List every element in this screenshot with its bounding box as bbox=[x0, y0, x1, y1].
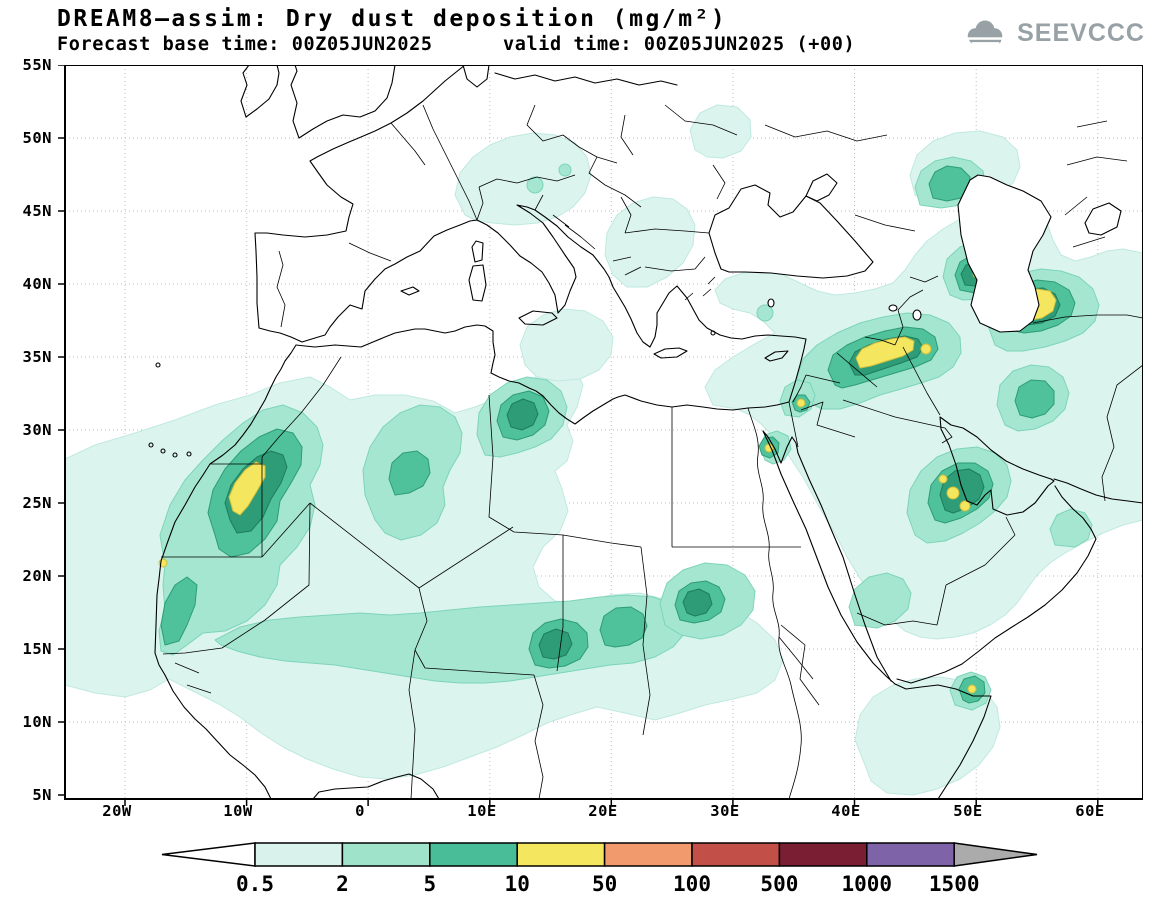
colorbar-label: 1000 bbox=[842, 872, 893, 896]
lat-axis-label: 30N bbox=[22, 421, 52, 439]
colorbar: 0.5 2 5 10 50 100 500 1000 1500 bbox=[161, 842, 1038, 896]
lat-axis-label: 40N bbox=[22, 275, 52, 293]
sea-of-azov bbox=[805, 173, 838, 202]
colorbar-segment bbox=[161, 842, 256, 867]
map-frame bbox=[64, 65, 1143, 800]
lat-axis-label: 10N bbox=[22, 713, 52, 731]
seas bbox=[708, 173, 1122, 333]
lake-van bbox=[888, 304, 898, 312]
colorbar-label: 50 bbox=[592, 872, 617, 896]
forecast-time-subtitle: Forecast base time: 00Z05JUN2025 valid t… bbox=[57, 34, 856, 55]
persian-gulf-coast bbox=[939, 416, 1055, 516]
map-plot bbox=[58, 65, 1143, 806]
colorbar-label: 5 bbox=[423, 872, 436, 896]
lon-axis-label: 0 bbox=[355, 802, 365, 820]
colorbar-segment bbox=[603, 842, 693, 867]
lat-axis-label: 15N bbox=[22, 640, 52, 658]
colorbar-label: 1500 bbox=[929, 872, 980, 896]
red-sea-coast bbox=[762, 430, 896, 685]
lon-axis-label: 10W bbox=[223, 802, 253, 820]
lat-axis-label: 20N bbox=[22, 567, 52, 585]
nile-river bbox=[747, 407, 814, 799]
colorbar-segment bbox=[691, 842, 781, 867]
caspian-sea bbox=[957, 174, 1052, 333]
lat-axis-label: 5N bbox=[32, 786, 52, 804]
lat-axis-label: 55N bbox=[22, 56, 52, 74]
arabia-coast bbox=[896, 485, 1097, 684]
lon-axis-label: 20E bbox=[588, 802, 618, 820]
lon-axis-label: 20W bbox=[102, 802, 132, 820]
horn-of-africa-coast bbox=[894, 683, 992, 799]
lat-axis-label: 25N bbox=[22, 494, 52, 512]
colorbar-segment bbox=[516, 842, 606, 867]
lon-axis-label: 10E bbox=[467, 802, 497, 820]
lat-axis-label: 45N bbox=[22, 202, 52, 220]
lon-axis-label: 30E bbox=[710, 802, 740, 820]
colorbar-label: 500 bbox=[760, 872, 798, 896]
colorbar-label: 0.5 bbox=[236, 872, 274, 896]
lon-axis-label: 60E bbox=[1075, 802, 1105, 820]
colorbar-segment bbox=[778, 842, 868, 867]
black-sea bbox=[708, 184, 874, 279]
seevccc-logo: SEEVCCC bbox=[962, 16, 1145, 50]
colorbar-segment bbox=[866, 842, 955, 867]
lat-axis-label: 35N bbox=[22, 348, 52, 366]
lon-axis-label: 50E bbox=[953, 802, 983, 820]
page-title: DREAM8—assim: Dry dust deposition (mg/m²… bbox=[57, 6, 728, 32]
makran-coast bbox=[1053, 478, 1143, 504]
aral-sea bbox=[1084, 202, 1122, 236]
logo-text: SEEVCCC bbox=[1017, 18, 1145, 47]
cloud-icon bbox=[966, 20, 1005, 45]
lake-urmia bbox=[912, 309, 922, 321]
lon-axis-label: 40E bbox=[831, 802, 861, 820]
colorbar-segment bbox=[254, 842, 344, 867]
lat-axis-label: 50N bbox=[22, 129, 52, 147]
islands bbox=[148, 240, 789, 458]
lake-tuz bbox=[767, 298, 775, 308]
colorbar-segment bbox=[341, 842, 431, 867]
coastlines bbox=[154, 65, 1143, 799]
axis-ticks bbox=[58, 65, 1099, 806]
colorbar-label: 2 bbox=[336, 872, 349, 896]
colorbar-label: 100 bbox=[673, 872, 711, 896]
colorbar-segment bbox=[429, 842, 518, 867]
colorbar-label: 10 bbox=[505, 872, 530, 896]
country-borders bbox=[161, 104, 1143, 799]
colorbar-segment bbox=[953, 842, 1038, 867]
